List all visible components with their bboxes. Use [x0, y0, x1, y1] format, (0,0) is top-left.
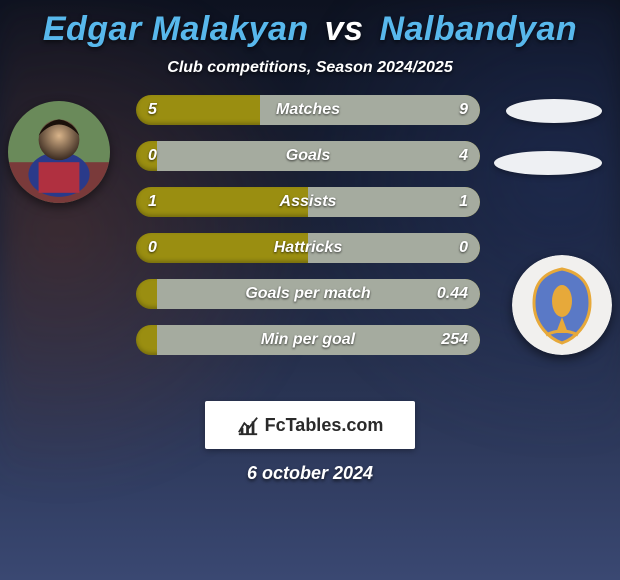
- stat-row: Assists1 1: [136, 187, 480, 217]
- stat-left-value: 0: [148, 233, 157, 263]
- stat-label: Min per goal: [136, 325, 480, 355]
- stat-bars: Matches59Goals04Assists11Hattricks00Goal…: [136, 95, 480, 371]
- player2-name: Nalbandyan: [379, 10, 577, 48]
- stat-label: Hattricks: [136, 233, 480, 263]
- stat-left-value: 1: [148, 187, 157, 217]
- decorative-ellipse-1: [506, 99, 602, 123]
- date-label: 6 october 2024: [0, 463, 620, 484]
- stat-label: Matches: [136, 95, 480, 125]
- stat-right-value: 0: [459, 233, 468, 263]
- stat-right-value: 9: [459, 95, 468, 125]
- stat-label: Goals: [136, 141, 480, 171]
- stat-row: Goals0 4: [136, 141, 480, 171]
- stat-left-value: 5: [148, 95, 157, 125]
- stat-left-value: 0: [148, 141, 157, 171]
- stat-row: Hattricks0 0: [136, 233, 480, 263]
- vs-label: vs: [325, 10, 364, 48]
- player1-avatar: [8, 101, 110, 203]
- stat-row: Min per goal254: [136, 325, 480, 355]
- chart-icon: [237, 414, 259, 436]
- comparison-panel: Matches59Goals04Assists11Hattricks00Goal…: [0, 95, 620, 395]
- stat-row: Matches5 9: [136, 95, 480, 125]
- logo-text: FcTables.com: [265, 415, 384, 436]
- subtitle: Club competitions, Season 2024/2025: [0, 59, 620, 77]
- stat-label: Assists: [136, 187, 480, 217]
- stat-right-value: 1: [459, 187, 468, 217]
- stat-right-value: 0.44: [437, 279, 468, 309]
- site-logo: FcTables.com: [205, 401, 415, 449]
- stat-right-value: 254: [441, 325, 468, 355]
- stat-label: Goals per match: [136, 279, 480, 309]
- player2-crest: [512, 255, 612, 355]
- stat-row: Goals per match0.44: [136, 279, 480, 309]
- stat-right-value: 4: [459, 141, 468, 171]
- player1-name: Edgar Malakyan: [43, 10, 309, 48]
- comparison-title: Edgar Malakyan vs Nalbandyan: [0, 0, 620, 49]
- decorative-ellipse-2: [494, 151, 602, 175]
